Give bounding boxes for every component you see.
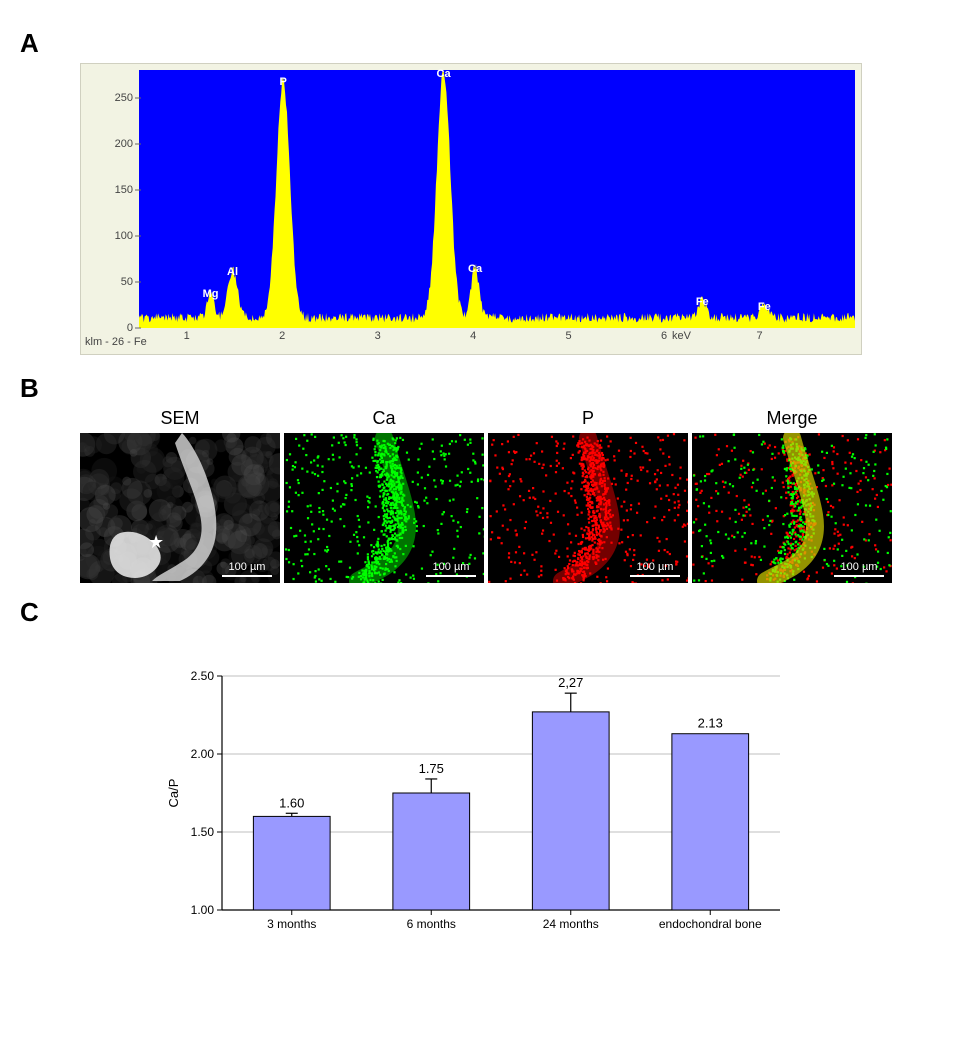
bar-value-label: 1.75	[419, 761, 444, 776]
bar-value-label: 1.60	[279, 795, 304, 810]
ca-p-chart: 1.00 1.50 2.00 2.50 Ca/P 1.60 3 months 1.75 6 mo…	[160, 646, 800, 946]
micrograph-image: 100 µm	[284, 433, 484, 583]
star-marker: ★	[148, 532, 164, 553]
spectrum-ytick: 250	[115, 92, 133, 104]
spectrum-ytick: 100	[115, 230, 133, 242]
peak-label: Mg	[203, 288, 219, 300]
micrograph-title: Ca	[372, 408, 395, 429]
category-label: 3 months	[267, 917, 316, 931]
ytick-label: 2.50	[191, 669, 215, 683]
peak-label: Fe	[696, 296, 709, 308]
kev-label: keV	[672, 330, 691, 342]
spectrum-svg	[139, 70, 855, 328]
ytick-label: 2.00	[191, 747, 215, 761]
spectrum-plot	[139, 70, 855, 328]
spectrum-ytick: 150	[115, 184, 133, 196]
spectrum-xtick: 6	[661, 330, 667, 342]
spectrum-ytick: 50	[121, 276, 133, 288]
panel-a-label: A	[20, 28, 934, 59]
bar	[253, 816, 330, 910]
micrograph-image: 100 µm	[488, 433, 688, 583]
scale-bar-text: 100 µm	[426, 561, 476, 573]
micrograph-title: Merge	[766, 408, 817, 429]
bar-value-label: 2,27	[558, 675, 583, 690]
micrograph-column: SEM 100 µm ★	[80, 408, 280, 583]
peak-label: Al	[227, 266, 238, 278]
bar	[393, 793, 470, 910]
peak-label: Fe	[758, 301, 771, 313]
spectrum-x-axis: 1 2 3 4 5 6 7	[139, 330, 855, 344]
spectrum-xtick: 4	[470, 330, 476, 342]
micrograph-title: P	[582, 408, 594, 429]
y-axis-title: Ca/P	[166, 779, 181, 808]
micrograph-image: 100 µm ★	[80, 433, 280, 583]
spectrum-xtick: 2	[279, 330, 285, 342]
spectrum-xtick: 3	[375, 330, 381, 342]
spectrum-xtick: 1	[184, 330, 190, 342]
micrograph-title: SEM	[160, 408, 199, 429]
spectrum-xtick: 7	[756, 330, 762, 342]
peak-label: Ca	[437, 68, 451, 80]
micrograph-column: Ca 100 µm	[284, 408, 484, 583]
scale-bar-text: 100 µm	[834, 561, 884, 573]
bar-value-label: 2.13	[698, 716, 723, 731]
scale-bar: 100 µm	[630, 561, 680, 577]
category-label: endochondral bone	[659, 917, 762, 931]
scale-bar: 100 µm	[222, 561, 272, 577]
category-label: 24 months	[543, 917, 599, 931]
micrograph-column: P 100 µm	[488, 408, 688, 583]
klm-text: klm - 26 - Fe	[85, 336, 147, 348]
category-label: 6 months	[407, 917, 456, 931]
spectrum-frame: 0 50 100 150 200 250 1 2 3 4 5 6 7 klm - 26 - Fe ke…	[80, 63, 862, 355]
micrograph-row: SEM 100 µm ★ Ca 100 µm P 100 µm Merge 100 µm	[80, 408, 934, 583]
spectrum-xtick: 5	[566, 330, 572, 342]
bar	[672, 734, 749, 910]
peak-label: P	[279, 76, 286, 88]
spectrum-y-axis: 050100150200250	[97, 70, 137, 328]
micrograph-column: Merge 100 µm	[692, 408, 892, 583]
ca-p-chart-svg: 1.00 1.50 2.00 2.50 Ca/P 1.60 3 months 1.75 6 mo…	[160, 646, 800, 946]
panel-c-label: C	[20, 597, 934, 628]
spectrum-panel: 0 50 100 150 200 250 1 2 3 4 5 6 7 klm - 26 - Fe ke…	[80, 63, 860, 355]
panel-b-label: B	[20, 373, 934, 404]
micrograph-image: 100 µm	[692, 433, 892, 583]
scale-bar: 100 µm	[426, 561, 476, 577]
spectrum-ytick: 200	[115, 138, 133, 150]
scale-bar-text: 100 µm	[222, 561, 272, 573]
ytick-label: 1.50	[191, 825, 215, 839]
scale-bar-text: 100 µm	[630, 561, 680, 573]
scale-bar: 100 µm	[834, 561, 884, 577]
peak-label: Ca	[468, 263, 482, 275]
spectrum-ytick: 0	[127, 322, 133, 334]
ytick-label: 1.00	[191, 903, 215, 917]
bar	[532, 712, 609, 910]
